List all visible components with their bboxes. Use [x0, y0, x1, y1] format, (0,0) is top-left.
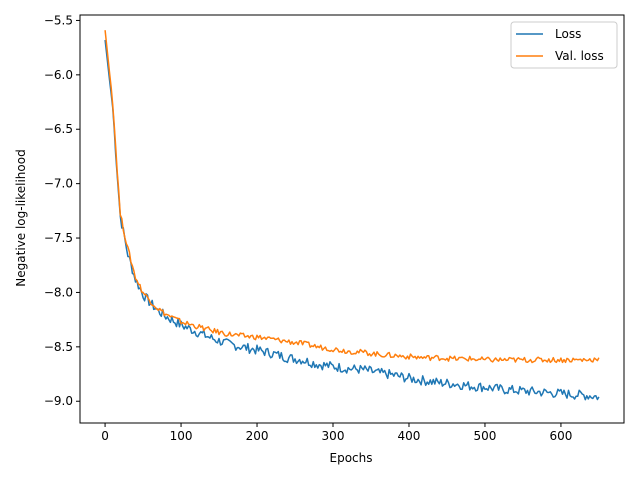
x-tick-label: 500	[474, 429, 497, 443]
y-tick-label: −8.0	[44, 285, 73, 299]
x-tick-label: 200	[246, 429, 269, 443]
y-tick-label: −5.5	[44, 13, 73, 27]
axes-frame	[79, 14, 625, 424]
y-tick-label: −8.5	[44, 340, 73, 354]
x-axis-ticks: 0 100 200 300 400 500 600	[101, 423, 572, 443]
legend-label: Val. loss	[555, 49, 604, 63]
x-tick-label: 100	[170, 429, 193, 443]
x-tick-label: 400	[398, 429, 421, 443]
y-tick-label: −7.5	[44, 231, 73, 245]
x-axis-label: Epochs	[330, 451, 373, 465]
series-line-loss	[104, 39, 600, 401]
y-tick-label: −7.0	[44, 177, 73, 191]
y-axis-label: Negative log-likelihood	[14, 149, 28, 286]
legend: Loss Val. loss	[510, 21, 618, 69]
series-line-val-loss	[104, 30, 600, 364]
y-axis-ticks: −5.5 −6.0 −6.5 −7.0 −7.5 −8.0 −8.5 −9.0	[44, 13, 80, 408]
plot-area	[79, 14, 625, 424]
x-tick-label: 0	[101, 429, 109, 443]
legend-label: Loss	[555, 27, 581, 41]
x-tick-label: 300	[322, 429, 345, 443]
y-tick-label: −6.0	[44, 68, 73, 82]
y-tick-label: −9.0	[44, 394, 73, 408]
y-tick-label: −6.5	[44, 122, 73, 136]
x-tick-label: 600	[549, 429, 572, 443]
